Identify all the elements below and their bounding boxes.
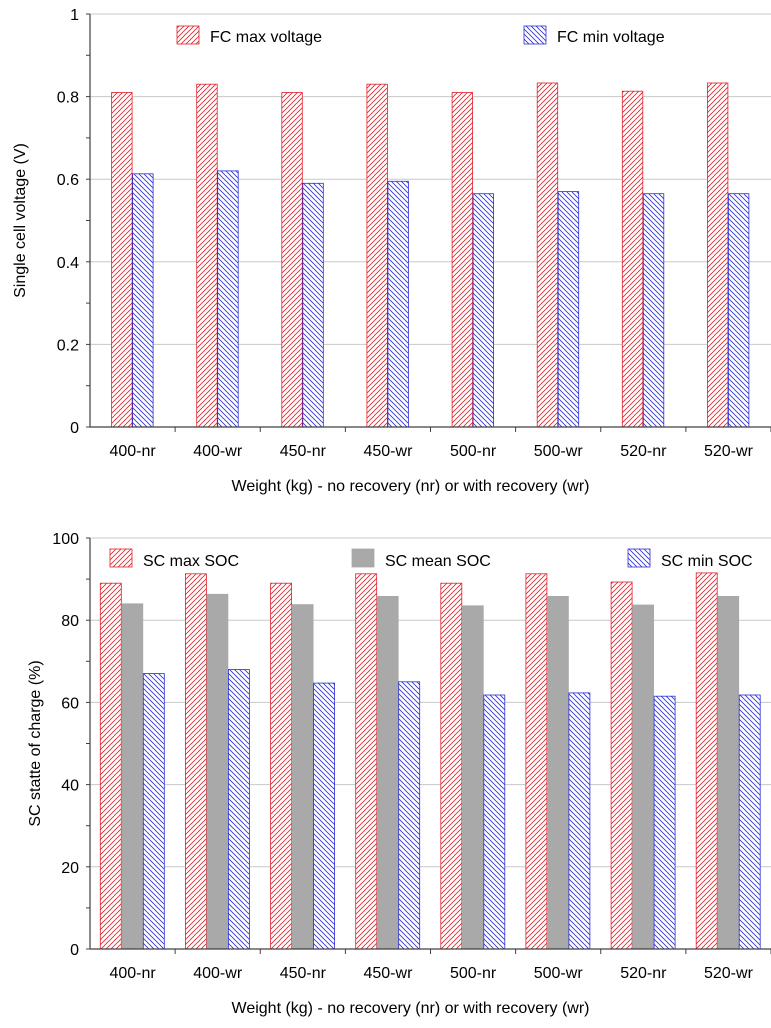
x-tick-label: 520-nr: [620, 965, 667, 982]
y-tick-label: 0.6: [57, 172, 79, 189]
y-tick-label: 1: [70, 7, 79, 24]
bar-sc-mean-soc: [717, 596, 740, 950]
legend-label: SC max SOC: [143, 553, 239, 570]
bar-sc-mean-soc: [547, 596, 569, 950]
x-axis-title: Weight (kg) - no recovery (nr) or with r…: [232, 478, 590, 495]
bar-sc-min-soc: [142, 673, 165, 950]
bar-fc-max-voltage: [707, 82, 729, 428]
bar-sc-max-soc: [184, 573, 207, 950]
legend-label: FC min voltage: [557, 29, 665, 46]
x-tick-label: 400-nr: [109, 965, 156, 982]
bar-sc-min-soc: [653, 695, 676, 950]
x-tick-label: 520-wr: [704, 443, 754, 460]
legend-label: FC max voltage: [210, 29, 322, 46]
y-tick-label: 0: [70, 942, 79, 959]
y-tick-label: 40: [61, 778, 79, 795]
y-tick-label: 0: [70, 420, 79, 437]
x-tick-label: 400-nr: [109, 443, 156, 460]
y-tick-label: 20: [61, 860, 79, 877]
bar-fc-min-voltage: [642, 193, 665, 428]
y-tick-label: 100: [52, 531, 79, 548]
y-axis-title: SC statte of charge (%): [27, 660, 44, 826]
bar-fc-max-voltage: [366, 83, 388, 428]
x-tick-label: 520-wr: [704, 965, 754, 982]
bar-sc-max-soc: [355, 573, 378, 950]
bar-sc-min-soc: [398, 681, 421, 950]
y-tick-label: 0.4: [57, 255, 79, 272]
bar-fc-min-voltage: [132, 173, 154, 428]
bar-fc-min-voltage: [302, 182, 324, 428]
bar-fc-max-voltage: [281, 92, 303, 428]
x-tick-label: 400-wr: [193, 965, 243, 982]
x-tick-label: 500-wr: [534, 965, 584, 982]
bar-sc-mean-soc: [206, 593, 229, 950]
y-tick-label: 80: [61, 613, 79, 630]
bar-sc-min-soc: [483, 694, 506, 950]
x-tick-label: 500-wr: [534, 443, 584, 460]
bar-sc-max-soc: [610, 581, 633, 950]
bar-fc-min-voltage: [472, 193, 495, 428]
legend-label: SC min SOC: [661, 553, 753, 570]
bar-fc-min-voltage: [387, 180, 409, 428]
bar-sc-mean-soc: [376, 596, 399, 950]
legend-label: SC mean SOC: [385, 553, 491, 570]
chart-2: 0 20 40 60 80 100 400-nr 400-wr 450-nr 450-wr 500-…: [27, 531, 771, 1017]
legend-swatch: [351, 548, 375, 568]
bar-sc-mean-soc: [461, 605, 484, 950]
legend-swatch: [176, 25, 200, 45]
x-tick-label: 450-nr: [280, 443, 327, 460]
x-tick-label: 500-nr: [450, 965, 497, 982]
x-tick-label: 450-wr: [363, 965, 413, 982]
bar-sc-max-soc: [270, 582, 293, 950]
bar-fc-max-voltage: [111, 92, 133, 428]
x-tick-label: 450-wr: [363, 443, 413, 460]
bar-sc-min-soc: [738, 694, 761, 950]
bar-fc-max-voltage: [536, 82, 559, 428]
x-axis-title: Weight (kg) - no recovery (nr) or with r…: [232, 1000, 590, 1017]
bar-sc-min-soc: [568, 692, 591, 950]
y-tick-label: 0.2: [57, 337, 79, 354]
x-tick-label: 400-wr: [193, 443, 243, 460]
bar-sc-max-soc: [440, 582, 463, 950]
bar-sc-max-soc: [99, 582, 122, 950]
bar-fc-max-voltage: [621, 90, 644, 428]
x-tick-label: 450-nr: [280, 965, 327, 982]
bar-fc-max-voltage: [196, 83, 218, 428]
x-tick-label: 500-nr: [450, 443, 497, 460]
bar-fc-max-voltage: [451, 92, 474, 428]
bar-sc-mean-soc: [632, 604, 654, 950]
legend-swatch: [523, 25, 547, 45]
legend-swatch: [627, 548, 651, 568]
bar-fc-min-voltage: [728, 193, 750, 428]
bar-sc-max-soc: [525, 573, 548, 950]
bar-sc-mean-soc: [291, 604, 314, 950]
y-axis-title: Single cell voltage (V): [12, 143, 29, 298]
y-tick-label: 60: [61, 695, 79, 712]
legend-swatch: [109, 548, 133, 568]
chart-1: 0 0.2 0.4 0.6 0.8 1 400-nr 400-wr 450-nr 450-wr 50…: [12, 7, 771, 495]
bar-sc-mean-soc: [121, 603, 144, 950]
bar-sc-min-soc: [227, 669, 250, 950]
bar-fc-min-voltage: [557, 191, 580, 428]
bar-sc-min-soc: [313, 682, 336, 950]
x-tick-label: 520-nr: [620, 443, 667, 460]
bar-fc-min-voltage: [217, 170, 239, 428]
y-tick-label: 0.8: [57, 90, 79, 107]
bar-sc-max-soc: [695, 572, 718, 950]
